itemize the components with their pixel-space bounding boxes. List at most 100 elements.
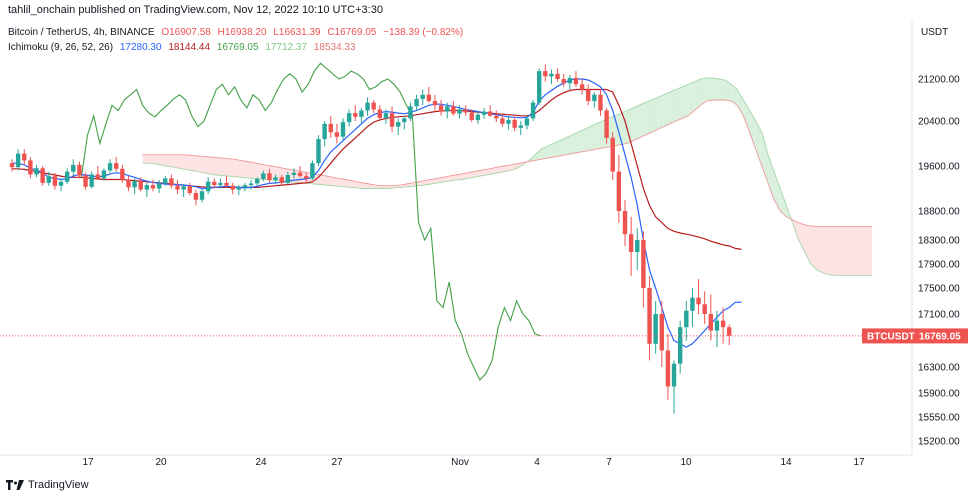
candle [671, 360, 677, 414]
cloud-segment [590, 123, 597, 151]
candle [647, 276, 652, 361]
candle [169, 174, 174, 189]
candle [432, 94, 438, 111]
candle [549, 69, 554, 85]
indicator-name[interactable]: Ichimoku (9, 26, 52, 26) [8, 42, 114, 53]
time-tick-label: 14 [780, 457, 792, 468]
cloud-segment [326, 176, 333, 186]
cloud-segment [676, 86, 683, 121]
candle [181, 184, 186, 197]
candle [408, 102, 413, 121]
candle [242, 182, 248, 192]
cloud-segment [479, 169, 486, 177]
ichimoku-lines [12, 62, 873, 381]
cloud-segment [461, 172, 468, 180]
candle [58, 178, 64, 192]
cloud-segment [866, 226, 873, 276]
cloud-segment [767, 154, 775, 200]
cloud-segment [547, 143, 554, 159]
cloud-segment [504, 164, 511, 172]
cloud-segment [798, 222, 805, 252]
candle [107, 159, 113, 173]
candle [426, 86, 432, 103]
cloud-segment [553, 140, 560, 157]
candle [702, 291, 707, 324]
candle [291, 168, 297, 179]
cloud-segment [669, 89, 677, 124]
candle [727, 324, 732, 346]
cloud-segment [234, 159, 241, 178]
candle [359, 107, 364, 124]
cloud-segment [516, 162, 523, 169]
cloud-segment [694, 79, 701, 111]
candle [334, 123, 340, 144]
base-line [12, 88, 742, 250]
cloud-segment [320, 175, 327, 186]
price-tick-label: 17500.00 [918, 284, 960, 295]
price-tick-label: 15200.00 [918, 437, 960, 448]
cloud-segment [191, 155, 198, 172]
cloud-segment [755, 121, 762, 166]
candle [420, 89, 425, 106]
cloud-segment [492, 167, 499, 174]
symbol-name[interactable]: Bitcoin / TetherUS, 4h, BINANCE [8, 27, 155, 38]
candle [561, 73, 566, 87]
candle [132, 178, 137, 195]
candle [610, 132, 615, 181]
candle [163, 176, 168, 186]
candle [212, 178, 217, 189]
candle [138, 177, 143, 192]
high-value: H16938.20 [217, 27, 267, 38]
cloud-segment [725, 80, 732, 102]
cloud-segment [584, 126, 591, 152]
badge-ticker: BTCUSDT [867, 331, 915, 342]
cloud-segment [467, 171, 474, 179]
candle [273, 174, 278, 184]
candle [481, 107, 487, 119]
leadB-value: 18534.33 [313, 42, 356, 53]
candle [205, 177, 211, 195]
lagging-span-line [80, 62, 542, 381]
price-axis: 21200.00 20400.00 19600.00 18800.00 18300.00… [918, 75, 960, 448]
cloud-segment [436, 177, 444, 183]
cloud-segment [443, 176, 450, 182]
cloud-segment [535, 149, 542, 161]
price-tick-label: 16300.00 [918, 363, 960, 374]
tradingview-footer: TradingView [6, 479, 89, 491]
cloud-segment [430, 178, 437, 184]
time-tick-label: 17 [82, 457, 94, 468]
candle [395, 118, 401, 136]
candle [475, 110, 481, 124]
candle [708, 294, 714, 341]
candle [261, 170, 266, 182]
candle [469, 109, 474, 123]
cloud-segment [216, 157, 223, 176]
price-tick-label: 18300.00 [918, 236, 960, 247]
cloud-segment [222, 158, 229, 177]
candle [463, 105, 468, 116]
lead-span-a-line [142, 77, 873, 276]
footer-brand[interactable]: TradingView [28, 479, 89, 491]
candle [120, 164, 125, 183]
cloud-segment [541, 146, 548, 160]
candle [144, 182, 150, 197]
cloud-segment [688, 81, 695, 116]
cloud-segment [731, 84, 738, 106]
cloud-segment [179, 154, 186, 170]
cloud-segment [841, 226, 848, 276]
base-value: 18144.44 [168, 42, 211, 53]
candle [573, 71, 579, 87]
symbol-legend: Bitcoin / TetherUS, 4h, BINANCE O16907.5… [8, 27, 467, 38]
candle [224, 176, 229, 188]
tradingview-logo-icon [6, 480, 24, 490]
cloud-segment [161, 154, 168, 166]
cloud-segment [203, 156, 211, 174]
candle [389, 106, 395, 133]
candle [40, 166, 45, 186]
cloud-segment [774, 171, 781, 211]
cloud-segment [712, 77, 719, 100]
cloud-segment [847, 226, 854, 276]
candle [285, 171, 291, 184]
badge-price: 16769.05 [919, 331, 961, 342]
